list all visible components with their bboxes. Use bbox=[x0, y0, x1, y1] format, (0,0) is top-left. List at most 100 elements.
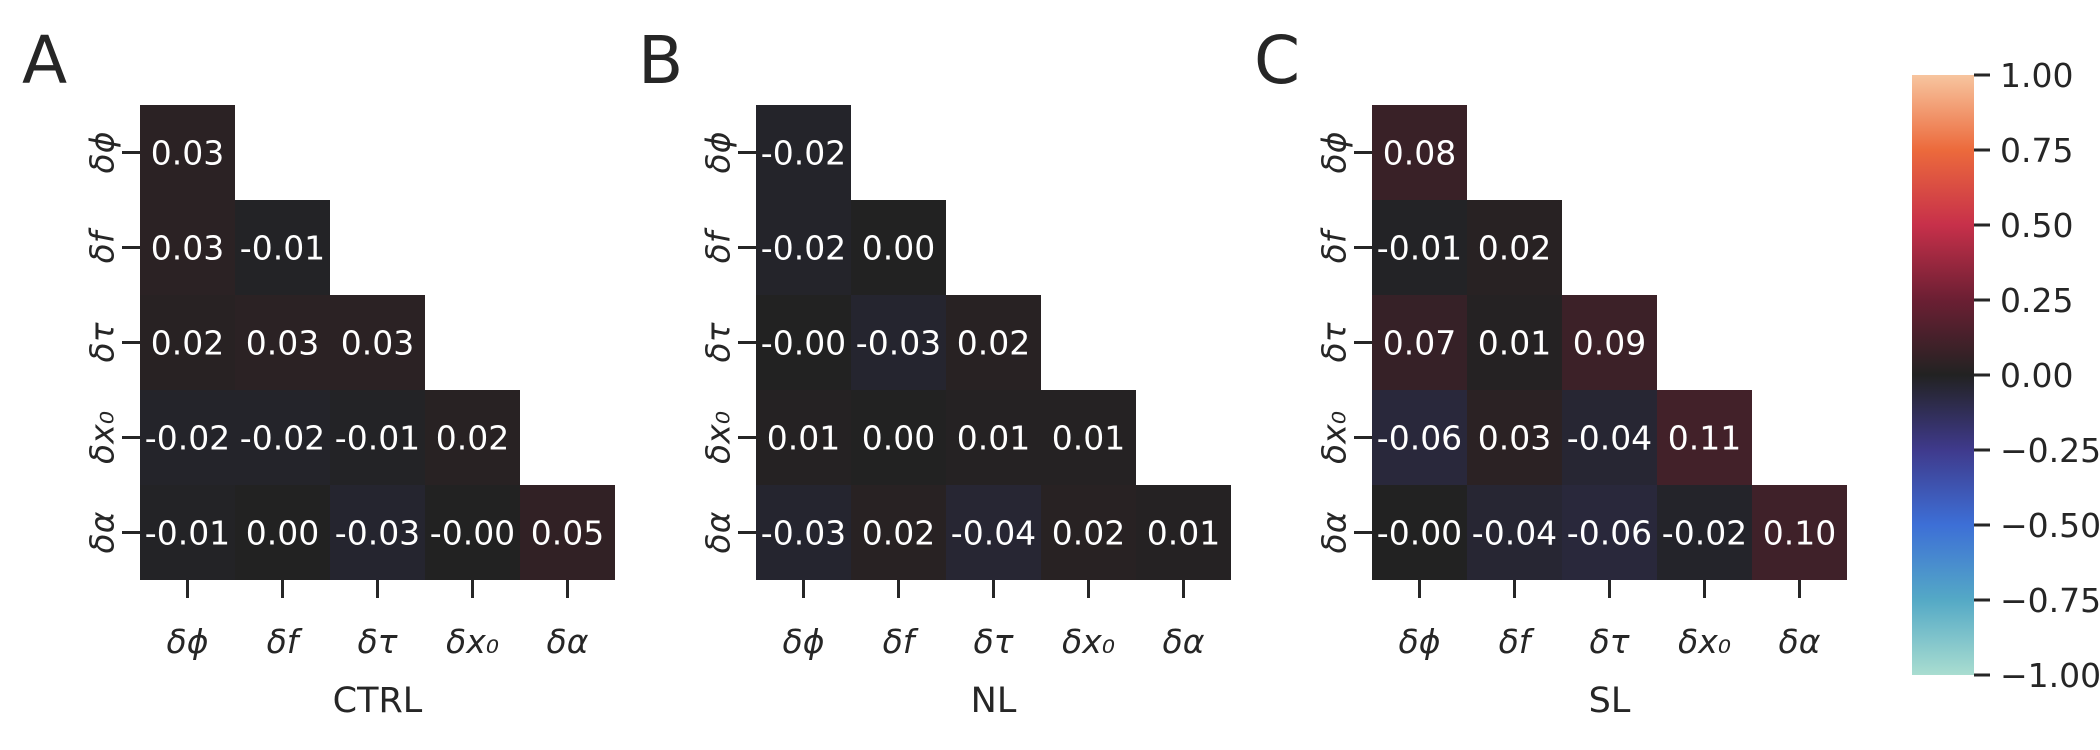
colorbar: 1.00 0.75 0.50 0.25 0.00 −0.25 −0.50 −0.75 −1.00 bbox=[1912, 56, 2100, 695]
heatmap-cell bbox=[425, 485, 520, 580]
y-tick-label: δϕ bbox=[83, 132, 122, 174]
colorbar-tick-label: 0.50 bbox=[2000, 206, 2073, 245]
cell-value-label: -0.02 bbox=[240, 419, 325, 458]
y-tick-label: δτ bbox=[699, 321, 738, 362]
x-tick-label: δf bbox=[267, 622, 303, 661]
cell-value-label: 0.03 bbox=[151, 229, 224, 268]
heatmap-cell bbox=[140, 390, 235, 485]
heatmap-cell bbox=[851, 295, 946, 390]
panels: A 0.03 0.03 -0.01 0.02 0.03 0.03 -0.02 -0.02 -0.0… bbox=[22, 22, 1847, 721]
colorbar-tick-label: 0.00 bbox=[2000, 356, 2073, 395]
cell-value-label: 0.11 bbox=[1668, 419, 1741, 458]
cell-value-label: 0.01 bbox=[957, 419, 1030, 458]
heatmap-cell bbox=[1372, 105, 1467, 200]
cell-value-label: 0.01 bbox=[1478, 324, 1551, 363]
x-tick-label: δf bbox=[883, 622, 919, 661]
cell-value-label: 0.03 bbox=[1478, 419, 1551, 458]
cell-value-label: -0.02 bbox=[761, 229, 846, 268]
y-tick-label: δx₀ bbox=[1315, 411, 1354, 464]
x-tick-label: δx₀ bbox=[1062, 622, 1115, 661]
heatmap-cell bbox=[851, 485, 946, 580]
cell-value-label: -0.00 bbox=[1377, 514, 1462, 553]
cell-value-label: -0.01 bbox=[1377, 229, 1462, 268]
x-tick-label: δf bbox=[1499, 622, 1535, 661]
cell-value-label: -0.06 bbox=[1377, 419, 1462, 458]
x-tick-label: δτ bbox=[973, 622, 1014, 661]
x-tick-label: δτ bbox=[1589, 622, 1630, 661]
heatmap-cell bbox=[946, 295, 1041, 390]
x-tick-label: δx₀ bbox=[1678, 622, 1731, 661]
heatmap-cell bbox=[946, 390, 1041, 485]
cell-value-label: 0.00 bbox=[862, 419, 935, 458]
cell-value-label: -0.01 bbox=[335, 419, 420, 458]
colorbar-tick-label: −0.25 bbox=[2000, 431, 2100, 470]
heatmap-cell bbox=[756, 200, 851, 295]
heatmap-cell bbox=[1372, 200, 1467, 295]
x-tick-label: δϕ bbox=[783, 622, 825, 661]
cell-value-label: 0.02 bbox=[957, 324, 1030, 363]
cell-value-label: 0.03 bbox=[246, 324, 319, 363]
heatmap-cell bbox=[235, 390, 330, 485]
cell-value-label: -0.04 bbox=[1567, 419, 1652, 458]
heatmap-cell bbox=[1562, 295, 1657, 390]
heatmap-cell bbox=[851, 390, 946, 485]
cell-value-label: -0.01 bbox=[240, 229, 325, 268]
heatmap-panel-B: B -0.02 -0.02 0.00 -0.00 -0.03 0.02 0.01 0.00 0.0… bbox=[638, 22, 1231, 721]
heatmap-cell bbox=[1136, 485, 1231, 580]
heatmap-cell bbox=[235, 485, 330, 580]
cell-value-label: 0.01 bbox=[1052, 419, 1125, 458]
heatmap-cell bbox=[140, 200, 235, 295]
heatmap-cell bbox=[140, 295, 235, 390]
y-tick-label: δx₀ bbox=[83, 411, 122, 464]
heatmap-cell bbox=[946, 485, 1041, 580]
heatmap-cell bbox=[756, 390, 851, 485]
heatmap-cell bbox=[425, 390, 520, 485]
colorbar-gradient bbox=[1912, 75, 1974, 675]
cell-value-label: 0.10 bbox=[1763, 514, 1836, 553]
heatmap-cell bbox=[1372, 390, 1467, 485]
y-tick-label: δx₀ bbox=[699, 411, 738, 464]
heatmap-cell bbox=[330, 485, 425, 580]
cell-value-label: 0.08 bbox=[1383, 134, 1456, 173]
heatmap-cell bbox=[756, 485, 851, 580]
y-tick-label: δα bbox=[83, 511, 122, 553]
heatmap-cell bbox=[1562, 485, 1657, 580]
cell-value-label: 0.01 bbox=[1147, 514, 1220, 553]
heatmap-cell bbox=[235, 200, 330, 295]
y-tick-label: δf bbox=[1315, 227, 1354, 263]
cell-value-label: 0.03 bbox=[341, 324, 414, 363]
x-tick-label: δα bbox=[1779, 622, 1821, 661]
heatmap-cell bbox=[1467, 485, 1562, 580]
x-axis-title: NL bbox=[971, 681, 1017, 721]
x-axis-title: CTRL bbox=[333, 681, 423, 721]
heatmap-cell bbox=[1752, 485, 1847, 580]
cell-value-label: 0.02 bbox=[151, 324, 224, 363]
heatmap-cell bbox=[1467, 200, 1562, 295]
cell-value-label: -0.02 bbox=[761, 134, 846, 173]
heatmap-panel-A: A 0.03 0.03 -0.01 0.02 0.03 0.03 -0.02 -0.02 -0.0… bbox=[22, 22, 615, 721]
x-tick-label: δϕ bbox=[167, 622, 209, 661]
colorbar-tick-label: 0.75 bbox=[2000, 131, 2073, 170]
y-tick-label: δτ bbox=[1315, 321, 1354, 362]
heatmap-cell bbox=[1657, 485, 1752, 580]
heatmap-cell bbox=[330, 295, 425, 390]
y-tick-label: δα bbox=[1315, 511, 1354, 553]
heatmap-cell bbox=[1372, 295, 1467, 390]
cell-value-label: -0.01 bbox=[145, 514, 230, 553]
heatmap-cell bbox=[520, 485, 615, 580]
heatmap-cell bbox=[756, 105, 851, 200]
heatmap-cell bbox=[1041, 485, 1136, 580]
cell-value-label: -0.03 bbox=[761, 514, 846, 553]
x-axis-title: SL bbox=[1589, 681, 1631, 721]
y-tick-label: δf bbox=[83, 227, 122, 263]
cell-value-label: 0.02 bbox=[436, 419, 509, 458]
panel-letter: C bbox=[1254, 22, 1300, 99]
y-tick-label: δα bbox=[699, 511, 738, 553]
cell-value-label: 0.09 bbox=[1573, 324, 1646, 363]
cell-value-label: -0.02 bbox=[145, 419, 230, 458]
heatmap-cell bbox=[330, 390, 425, 485]
cell-value-label: -0.06 bbox=[1567, 514, 1652, 553]
x-tick-label: δτ bbox=[357, 622, 398, 661]
cell-value-label: 0.02 bbox=[1478, 229, 1551, 268]
